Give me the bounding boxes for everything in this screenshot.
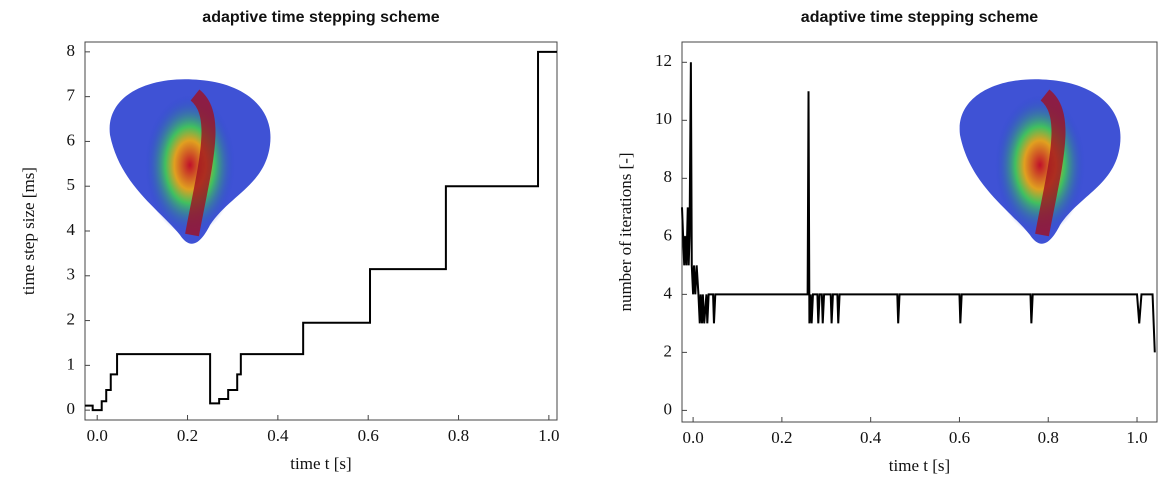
y-tick-label: 1 <box>67 354 76 373</box>
x-axis-label: time t [s] <box>889 456 950 475</box>
y-axis-label: time step size [ms] <box>19 167 38 295</box>
x-tick-label: 0.0 <box>87 426 108 445</box>
y-tick-label: 6 <box>664 225 673 244</box>
y-tick-label: 12 <box>655 51 672 70</box>
x-tick-label: 1.0 <box>538 426 559 445</box>
y-tick-label: 4 <box>67 220 76 239</box>
y-tick-label: 8 <box>664 167 673 186</box>
y-tick-label: 5 <box>67 175 76 194</box>
x-tick-label: 0.0 <box>682 428 703 447</box>
x-tick-label: 0.2 <box>177 426 198 445</box>
chart-title: adaptive time stepping scheme <box>202 9 440 26</box>
heart-image <box>110 79 271 243</box>
heart-image <box>960 79 1121 243</box>
x-tick-label: 0.8 <box>1038 428 1059 447</box>
x-tick-label: 0.6 <box>949 428 970 447</box>
y-tick-label: 3 <box>67 265 76 284</box>
x-tick-label: 0.4 <box>267 426 289 445</box>
data-line <box>85 50 557 412</box>
x-axis-label: time t [s] <box>290 454 351 473</box>
y-tick-label: 2 <box>67 309 76 328</box>
x-tick-label: 1.0 <box>1126 428 1147 447</box>
x-tick-label: 0.2 <box>771 428 792 447</box>
y-tick-label: 2 <box>664 341 673 360</box>
y-tick-label: 0 <box>67 399 76 418</box>
y-tick-label: 4 <box>664 283 673 302</box>
y-tick-label: 6 <box>67 130 76 149</box>
y-tick-label: 0 <box>664 399 673 418</box>
data-line <box>681 62 1156 353</box>
x-tick-label: 0.4 <box>860 428 882 447</box>
y-tick-label: 8 <box>67 41 76 60</box>
y-axis-label: number of iterations [-] <box>616 152 635 311</box>
chart-title: adaptive time stepping scheme <box>801 9 1039 26</box>
x-tick-label: 0.8 <box>448 426 469 445</box>
x-tick-label: 0.6 <box>358 426 379 445</box>
y-tick-label: 7 <box>67 86 76 105</box>
y-tick-label: 10 <box>655 109 672 128</box>
